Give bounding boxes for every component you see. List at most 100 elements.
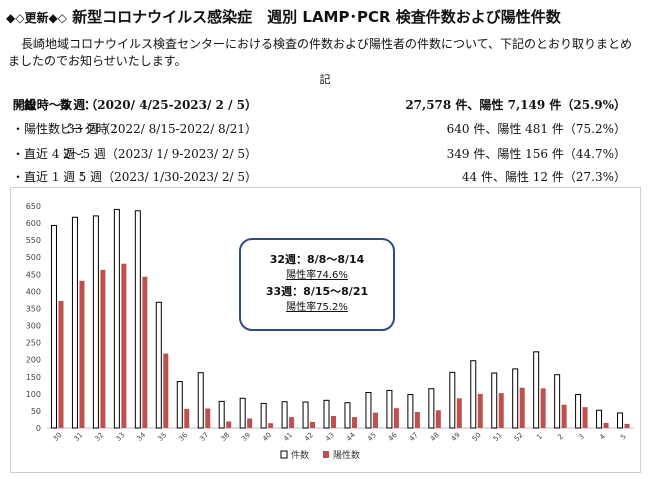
bar-tests-2	[554, 374, 561, 429]
bar-positive-36	[184, 408, 190, 428]
weekly-bar-chart: 0501001502002503003504004505005506006503…	[26, 202, 634, 461]
bar-positive-43	[331, 416, 337, 428]
x-tick-label: 37	[198, 431, 210, 443]
x-tick-label: 42	[303, 431, 315, 443]
legend-label-tests: 件数	[291, 449, 309, 461]
summary-period: 2～5 週（2023/ 1/ 9-2023/ 2/ 5）	[62, 147, 257, 161]
bar-positive-34	[142, 276, 148, 428]
callout-rate-33: 陽性率75.2%	[286, 302, 348, 313]
bar-tests-1	[533, 351, 540, 429]
bar-tests-51	[491, 372, 498, 429]
summary-label: ・直近 1 週 ：	[12, 170, 92, 184]
x-tick-label: 44	[345, 431, 357, 443]
bar-positive-38	[226, 421, 232, 428]
y-tick-label: 400	[26, 287, 41, 296]
bar-tests-47	[407, 394, 414, 429]
bar-positive-49	[456, 398, 462, 428]
x-tick-label: 47	[408, 431, 420, 443]
update-mark: ◆◇更新◆◇	[6, 11, 67, 25]
x-tick-label: 45	[366, 431, 378, 443]
bar-positive-5	[624, 423, 630, 428]
summary-period: 開設時～5 週（2020/ 4/25-2023/ 2 / 5）	[12, 98, 257, 112]
y-tick-label: 100	[26, 390, 41, 399]
bar-tests-48	[428, 388, 435, 429]
x-tick-label: 4	[598, 432, 607, 441]
bar-tests-30	[50, 224, 57, 429]
bar-tests-37	[197, 372, 204, 429]
y-tick-label: 200	[26, 356, 41, 365]
y-tick-label: 0	[36, 424, 41, 433]
x-tick-label: 1	[535, 433, 544, 442]
bar-tests-35	[155, 301, 162, 429]
bar-positive-41	[289, 417, 295, 428]
x-tick-label: 46	[387, 431, 399, 443]
legend-swatch-positive	[323, 451, 329, 458]
legend-label-positive: 陽性数	[333, 449, 360, 461]
callout-rate-32: 陽性率74.6%	[286, 270, 348, 281]
x-tick-label: 5	[619, 433, 628, 442]
bar-tests-41	[281, 401, 288, 429]
page-header: ◆◇更新◆◇ 新型コロナウイルス感染症 週別 LAMP･PCR 検査件数および陽…	[6, 6, 561, 27]
bar-positive-32	[100, 269, 106, 428]
bar-positive-31	[79, 280, 85, 428]
peak-callout: 32週：8/8～8/14 陽性率74.6% 33週：8/15～8/21 陽性率7…	[239, 238, 395, 331]
y-tick-label: 550	[26, 236, 41, 245]
summary-row-peak: ・陽性数ピーク時 ： 33 週（2022/ 8/15-2022/ 8/21） 6…	[0, 120, 650, 138]
y-tick-label: 300	[26, 322, 41, 331]
x-tick-label: 51	[492, 431, 504, 443]
x-tick-label: 43	[324, 431, 336, 443]
callout-week-33: 33週：8/15～8/21	[265, 285, 369, 298]
summary-value: 349 件、陽性 156 件（44.7%）	[446, 147, 626, 161]
bar-tests-44	[344, 402, 351, 429]
ki-mark: 記	[319, 73, 331, 86]
bar-positive-3	[582, 407, 588, 428]
summary-row-recent-1: ・直近 1 週 ： 5 週（2023/ 1/30-2023/ 2/ 5） 44 …	[0, 168, 650, 186]
x-tick-label: 36	[177, 431, 189, 443]
x-tick-label: 31	[72, 431, 84, 443]
bar-positive-2	[561, 404, 567, 428]
x-tick-label: 39	[240, 431, 252, 443]
x-tick-label: 30	[51, 431, 63, 443]
bar-tests-45	[365, 391, 372, 429]
bar-tests-34	[134, 210, 141, 429]
x-tick-label: 33	[114, 431, 126, 443]
summary-period: 5 週（2023/ 1/30-2023/ 2/ 5）	[78, 170, 257, 184]
summary-label: ・総 数 ：	[12, 98, 97, 112]
bar-positive-37	[205, 408, 211, 428]
bar-tests-42	[302, 401, 309, 429]
bar-tests-39	[239, 397, 246, 429]
bar-positive-42	[310, 421, 316, 428]
bar-tests-32	[92, 215, 99, 429]
y-tick-label: 250	[26, 339, 41, 348]
bar-tests-43	[323, 399, 330, 429]
chart-area: 0 50 100 150 200 250 300 350 400 450 500 550 600 650 3…	[10, 187, 641, 473]
summary-value: 44 件、陽性 12 件（27.3%）	[461, 170, 626, 184]
bar-tests-4	[596, 409, 603, 429]
bar-positive-33	[121, 263, 127, 428]
intro-text: 長崎地域コロナウイルス検査センターにおける検査の件数および陽性者の件数について、…	[8, 37, 633, 68]
bar-positive-44	[351, 417, 357, 428]
x-tick-label: 35	[156, 431, 168, 443]
bar-positive-50	[477, 393, 483, 428]
y-tick-label: 600	[26, 219, 41, 228]
bar-positive-45	[372, 412, 378, 428]
legend-swatch-tests	[280, 450, 288, 459]
bar-tests-40	[260, 402, 267, 429]
y-tick-label: 450	[26, 270, 41, 279]
x-tick-label: 40	[261, 431, 273, 443]
bar-tests-38	[218, 400, 225, 429]
page-title: 新型コロナウイルス感染症 週別 LAMP･PCR 検査件数および陽性件数	[72, 8, 561, 26]
bar-positive-47	[414, 411, 420, 428]
x-tick-label: 50	[471, 431, 483, 443]
bar-tests-46	[386, 389, 393, 429]
y-tick-label: 50	[31, 407, 41, 416]
y-tick-label: 350	[26, 304, 41, 313]
x-tick-label: 3	[577, 433, 586, 442]
y-tick-label: 500	[26, 253, 41, 262]
y-tick-label: 650	[26, 202, 41, 211]
bar-tests-3	[575, 394, 582, 429]
summary-period: 33 週（2022/ 8/15-2022/ 8/21）	[67, 122, 257, 136]
bar-positive-51	[498, 393, 504, 428]
bar-positive-1	[540, 388, 546, 428]
bar-positive-48	[435, 410, 441, 428]
